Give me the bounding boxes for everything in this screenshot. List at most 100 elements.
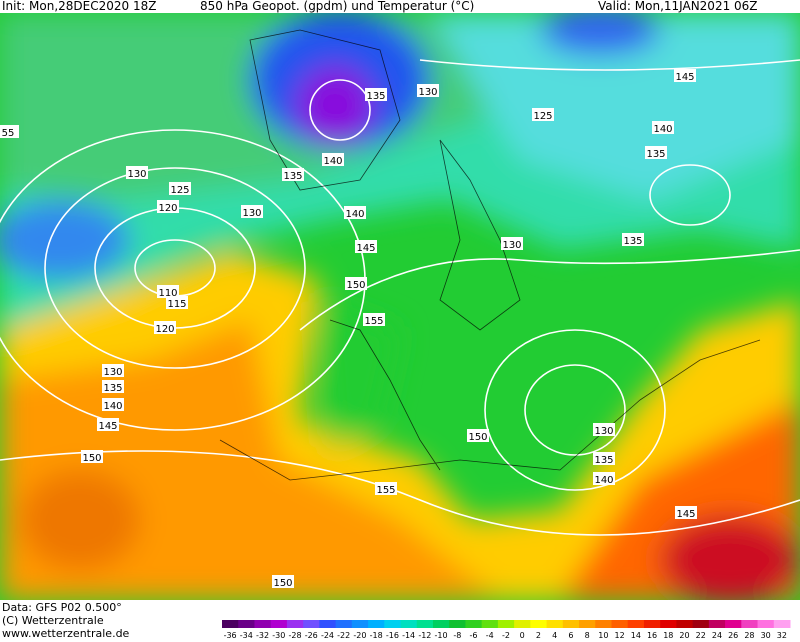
contour-label-text: 140	[323, 156, 342, 167]
colorbar-swatch	[611, 620, 629, 628]
contour-label-box	[154, 321, 176, 334]
colorbar-swatch	[708, 620, 726, 628]
contour-label-text: 125	[170, 185, 189, 196]
contour-label: 135	[593, 452, 615, 466]
contour-label-box	[102, 398, 124, 411]
colorbar-swatch	[627, 620, 645, 628]
colorbar-tick-label: 6	[568, 631, 573, 640]
contour-label: 145	[675, 506, 697, 520]
colorbar-tick-label: -28	[288, 631, 301, 640]
contour-label: 135	[622, 233, 644, 247]
colorbar-swatch	[400, 620, 418, 628]
colorbar-swatch	[725, 620, 742, 628]
colorbar-swatch	[481, 620, 499, 628]
colorbar-swatch	[351, 620, 369, 628]
contour-label-box	[102, 380, 124, 393]
map	[0, 13, 800, 600]
colorbar-tick-label: 22	[696, 631, 706, 640]
colorbar-swatch	[579, 620, 596, 628]
contour-label-text: 155	[364, 316, 383, 327]
colorbar-swatch	[368, 620, 385, 628]
colorbar-tick-label: 14	[631, 631, 641, 640]
colorbar-swatch	[692, 620, 710, 628]
contour-label-text: 145	[98, 421, 117, 432]
contour-label: 130	[102, 364, 124, 378]
contour-label-text: 135	[594, 455, 613, 466]
init-time: Init: Mon,28DEC2020 18Z	[2, 0, 156, 13]
contour-label: 145	[355, 240, 377, 254]
colorbar-tick-label: 32	[777, 631, 787, 640]
contour-label-text: 55	[2, 128, 15, 139]
colorbar-tick-label: -18	[370, 631, 383, 640]
contour-label-box	[102, 364, 124, 377]
contour-label-text: 135	[623, 236, 642, 247]
contour-label-box	[126, 166, 148, 179]
contour-label-box	[97, 418, 119, 431]
colorbar-tick-label: -30	[272, 631, 285, 640]
contour-label-text: 120	[158, 203, 177, 214]
colorbar-swatch	[286, 620, 304, 628]
colorbar-swatch	[254, 620, 272, 628]
colorbar-swatch	[562, 620, 580, 628]
contour-label-text: 155	[376, 485, 395, 496]
colorbar-tick-label: 12	[615, 631, 625, 640]
contour-label-text: 110	[158, 288, 177, 299]
map-title: 850 hPa Geopot. (gpdm) und Temperatur (°…	[200, 0, 474, 13]
contour-label: 135	[102, 380, 124, 394]
contour-label: 120	[154, 321, 176, 335]
contour-label-box	[157, 285, 179, 298]
colorbar-tick-label: 4	[552, 631, 557, 640]
contour-label-text: 140	[594, 475, 613, 486]
contour-label: 140	[652, 121, 674, 135]
contour-label-box	[345, 277, 367, 290]
contour-label-box	[375, 482, 397, 495]
contour-label-box	[0, 125, 19, 138]
colorbar-swatch	[384, 620, 402, 628]
contour-label-text: 125	[533, 111, 552, 122]
contour-label: 140	[102, 398, 124, 412]
contour-label-box	[282, 168, 304, 181]
colorbar-tick-label: 28	[744, 631, 754, 640]
contour-label: 55	[0, 125, 19, 139]
contour-label: 145	[97, 418, 119, 432]
contour-label-box	[645, 146, 667, 159]
contour-label: 130	[417, 84, 439, 98]
colorbar-swatch	[497, 620, 515, 628]
colorbar-tick-label: -36	[224, 631, 237, 640]
contour-label-text: 150	[468, 432, 487, 443]
colorbar-tick-label: 20	[679, 631, 689, 640]
contour-label-text: 150	[82, 453, 101, 464]
colorbar: -36 -34 -32 -30 -28 -26 -24 -22 -20 -18 -16 -14 -12-…	[222, 620, 791, 640]
contour-label: 150	[467, 429, 489, 443]
contour-label: 150	[272, 575, 294, 589]
colorbar-swatch	[270, 620, 288, 628]
colorbar-tick-label: 16	[647, 631, 657, 640]
colorbar-swatch	[238, 620, 255, 628]
contour-label-box	[501, 237, 523, 250]
contour-label-box	[417, 84, 439, 97]
colorbar-swatch	[303, 620, 320, 628]
contour-label-text: 130	[418, 87, 437, 98]
colorbar-tick-label: 26	[728, 631, 738, 640]
contour-label-box	[593, 423, 615, 436]
contour-label-box	[622, 233, 644, 246]
colorbar-swatch	[595, 620, 612, 628]
contour-label-text: 135	[103, 383, 122, 394]
colorbar-tick-label: -8	[453, 631, 461, 640]
contour-label-box	[241, 205, 263, 218]
contour-label-box	[355, 240, 377, 253]
data-source: Data: GFS P02 0.500°	[2, 601, 122, 614]
contour-label-box	[652, 121, 674, 134]
contour-label: 155	[363, 313, 385, 327]
colorbar-tick-label: 30	[761, 631, 771, 640]
contour-label-box	[272, 575, 294, 588]
contour-label: 150	[81, 450, 103, 464]
contour-label-box	[363, 313, 385, 326]
colorbar-tick-label: 2	[536, 631, 541, 640]
colorbar-swatch	[530, 620, 548, 628]
contour-label-box	[593, 452, 615, 465]
contour-label: 130	[241, 205, 263, 219]
contour-label-box	[467, 429, 489, 442]
colorbar-swatch	[676, 620, 694, 628]
contour-label-text: 135	[283, 171, 302, 182]
